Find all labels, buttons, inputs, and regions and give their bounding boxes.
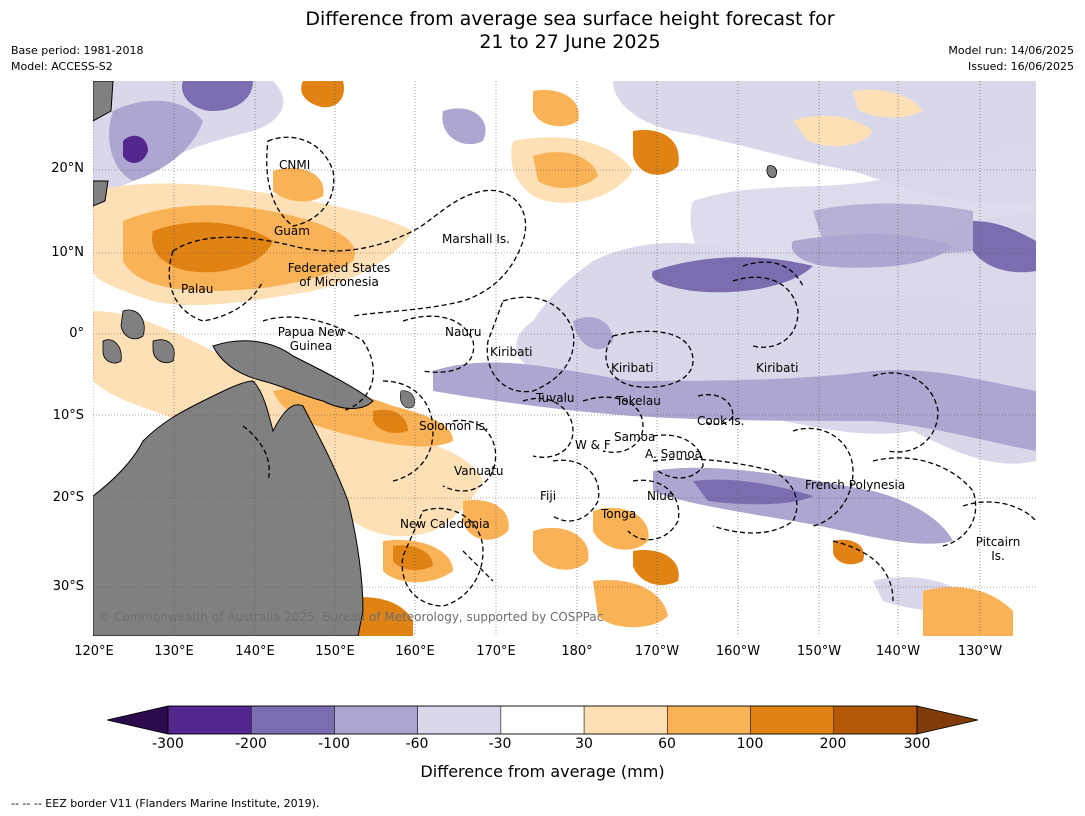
place-fsm-line-2: of Micronesia [299, 275, 379, 289]
colorbar-segment [250, 705, 335, 735]
colorbar-segment [833, 705, 918, 735]
place-png-line-2: Guinea [289, 339, 333, 353]
graticule [93, 81, 1036, 636]
lat-label-0: 0° [69, 326, 84, 341]
place-niue: Niue [647, 489, 675, 503]
title-line-1: Difference from average sea surface heig… [305, 8, 835, 30]
sea-level-map [93, 81, 1036, 636]
copyright-notice: © Commonwealth of Australia 2025, Bureau… [98, 610, 604, 624]
colorbar [107, 705, 979, 735]
place-palau: Palau [181, 282, 214, 296]
colorbar-segment [334, 705, 418, 735]
colorbar-extension-low [107, 705, 169, 735]
title-line-2: 21 to 27 June 2025 [479, 31, 661, 53]
colorbar-segment [500, 705, 585, 735]
colorbar-outline [167, 705, 918, 735]
place-tuvalu: Tuvalu [536, 391, 575, 405]
place-american-samoa: A. Samoa [645, 447, 702, 461]
eez-borders [168, 136, 1036, 607]
colorbar-tick-300: 300 [903, 736, 931, 752]
map-area [93, 81, 1036, 636]
lon-label-140e: 140°E [235, 644, 275, 659]
place-pitcairn: Pitcairn Is. [968, 535, 1028, 563]
colorbar-segments [107, 705, 979, 735]
lon-label-150e: 150°E [315, 644, 355, 659]
colorbar-segment [750, 705, 835, 735]
place-tonga: Tonga [601, 507, 637, 521]
lon-label-160e: 160°E [395, 644, 435, 659]
colorbar-segment [167, 705, 252, 735]
place-wallis-futuna: W & F [575, 438, 611, 452]
lon-label-170e: 170°E [476, 644, 516, 659]
place-french-polynesia: French Polynesia [805, 478, 906, 492]
place-solomon: Solomon Is. [419, 419, 489, 433]
lon-label-130e: 130°E [154, 644, 194, 659]
lon-label-130w: 130°W [957, 644, 1003, 659]
colorbar-tick-200: 200 [819, 736, 847, 752]
place-fsm: Federated States of Micronesia [279, 261, 399, 289]
lat-label-20s: 20°S [52, 490, 84, 505]
land-layer [93, 81, 777, 636]
base-period: Base period: 1981-2018 [11, 44, 144, 57]
place-new-caledonia: New Caledonia [400, 517, 490, 531]
place-cnmi: CNMI [279, 158, 311, 172]
lat-label-30s: 30°S [52, 579, 84, 594]
colorbar-tick-60: 60 [658, 736, 676, 752]
colorbar-segment [667, 705, 751, 735]
lon-label-170w: 170°W [634, 644, 680, 659]
lon-label-150w: 150°W [796, 644, 842, 659]
positive-anomaly-layer [93, 81, 1013, 636]
lon-label-180: 180° [561, 644, 593, 659]
colorbar-tick-minus-100: -100 [318, 736, 350, 752]
place-kiribati-east: Kiribati [756, 361, 799, 375]
colorbar-tick-minus-300: -300 [152, 736, 184, 752]
place-fiji: Fiji [540, 489, 557, 503]
colorbar-segment [583, 705, 668, 735]
lat-label-20n: 20°N [51, 161, 84, 176]
place-vanuatu: Vanuatu [454, 464, 504, 478]
model-name: Model: ACCESS-S2 [11, 60, 113, 73]
colorbar-tick-30: 30 [575, 736, 593, 752]
lon-label-140w: 140°W [875, 644, 921, 659]
model-run: Model run: 14/06/2025 [948, 44, 1074, 57]
place-png-line-1: Papua New [277, 325, 345, 339]
meta-right: Model run: 14/06/2025 Issued: 16/06/2025 [948, 43, 1074, 75]
issued-date: Issued: 16/06/2025 [967, 60, 1074, 73]
place-cook: Cook Is. [697, 414, 745, 428]
place-samoa: Samoa [614, 430, 656, 444]
lat-label-10s: 10°S [52, 408, 84, 423]
colorbar-tick-100: 100 [736, 736, 764, 752]
eez-border-note: -- -- -- EEZ border V11 (Flanders Marine… [11, 797, 320, 810]
place-kiribati-central: Kiribati [611, 361, 654, 375]
colorbar-label: Difference from average (mm) [420, 762, 665, 781]
colorbar-tick-minus-60: -60 [405, 736, 429, 752]
place-pitcairn-line-1: Pitcairn [975, 535, 1021, 549]
colorbar-tick-minus-30: -30 [488, 736, 512, 752]
place-guam: Guam [274, 224, 310, 238]
place-fsm-line-1: Federated States [287, 261, 391, 275]
place-marshall: Marshall Is. [442, 232, 510, 246]
place-png: Papua New Guinea [266, 325, 356, 353]
place-kiribati-west: Kiribati [490, 345, 533, 359]
place-pitcairn-line-2: Is. [991, 549, 1005, 563]
map-title: Difference from average sea surface heig… [0, 8, 1085, 54]
meta-left: Base period: 1981-2018 Model: ACCESS-S2 [11, 43, 143, 75]
colorbar-extension-high [916, 705, 979, 735]
colorbar-segment [417, 705, 502, 735]
place-tokelau: Tokelau [616, 394, 661, 408]
lon-label-160w: 160°W [715, 644, 761, 659]
colorbar-tick-minus-200: -200 [235, 736, 267, 752]
lon-label-120e: 120°E [74, 644, 114, 659]
lat-label-10n: 10°N [51, 245, 84, 260]
place-nauru: Nauru [445, 325, 482, 339]
